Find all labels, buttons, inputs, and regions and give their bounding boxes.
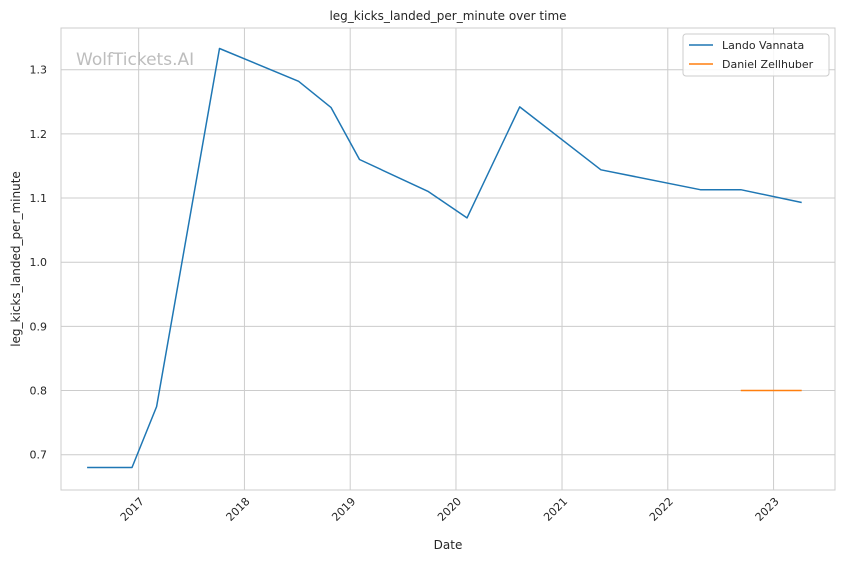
watermark: WolfTickets.AI (76, 50, 194, 70)
x-tick-label: 2019 (329, 495, 358, 524)
y-tick-label: 1.3 (30, 64, 48, 77)
x-tick-label: 2020 (435, 495, 464, 524)
x-tick-label: 2021 (541, 495, 570, 524)
y-axis-title: leg_kicks_landed_per_minute (9, 171, 23, 347)
legend-box (682, 33, 830, 77)
y-tick-label: 0.8 (30, 385, 48, 398)
chart-title: leg_kicks_landed_per_minute over time (329, 9, 566, 23)
x-tick-label: 2023 (753, 495, 782, 524)
y-tick-label: 1.2 (30, 128, 48, 141)
y-tick-label: 1.1 (30, 192, 48, 205)
series-lines (87, 47, 802, 469)
series-line-1 (87, 47, 802, 469)
legend-label-1: Lando Vannata (722, 39, 804, 52)
y-tick-label: 1.0 (30, 256, 48, 269)
y-tick-label: 0.7 (30, 449, 48, 462)
x-tick-label: 2017 (118, 495, 147, 524)
grid (61, 28, 835, 490)
x-tick-label: 2018 (224, 495, 253, 524)
legend: Lando Vannata Daniel Zellhuber (682, 33, 830, 77)
x-axis-title: Date (434, 538, 463, 552)
x-axis-ticks: 2017 2018 2019 2020 2021 2022 2023 (118, 495, 782, 524)
x-tick-label: 2022 (647, 495, 676, 524)
legend-label-2: Daniel Zellhuber (722, 58, 814, 71)
y-tick-label: 0.9 (30, 320, 48, 333)
y-axis-ticks: 0.7 0.8 0.9 1.0 1.1 1.2 1.3 (30, 64, 48, 462)
plot-area (60, 27, 836, 491)
